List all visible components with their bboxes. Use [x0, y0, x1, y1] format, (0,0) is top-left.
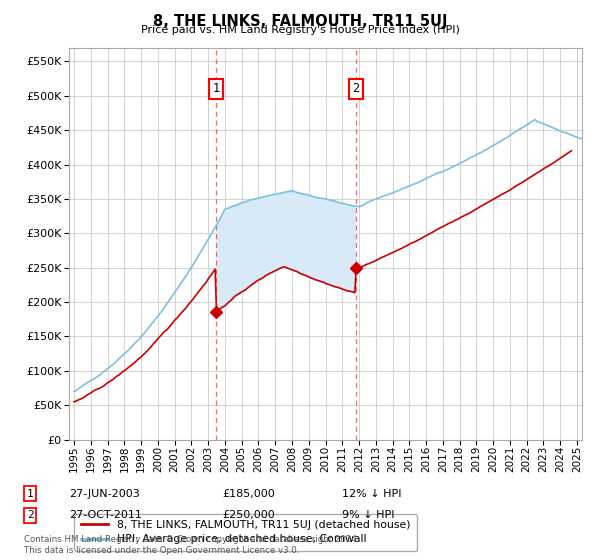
Text: 12% ↓ HPI: 12% ↓ HPI — [342, 489, 401, 499]
Text: 2: 2 — [352, 82, 359, 95]
Text: Contains HM Land Registry data © Crown copyright and database right 2024.
This d: Contains HM Land Registry data © Crown c… — [24, 535, 359, 555]
Text: 1: 1 — [26, 489, 34, 499]
Text: 8, THE LINKS, FALMOUTH, TR11 5UJ: 8, THE LINKS, FALMOUTH, TR11 5UJ — [153, 14, 447, 29]
Text: £250,000: £250,000 — [222, 510, 275, 520]
Text: 9% ↓ HPI: 9% ↓ HPI — [342, 510, 395, 520]
Text: £185,000: £185,000 — [222, 489, 275, 499]
Text: 27-JUN-2003: 27-JUN-2003 — [69, 489, 140, 499]
Text: 2: 2 — [26, 510, 34, 520]
Text: 27-OCT-2011: 27-OCT-2011 — [69, 510, 142, 520]
Text: 1: 1 — [213, 82, 220, 95]
Text: Price paid vs. HM Land Registry's House Price Index (HPI): Price paid vs. HM Land Registry's House … — [140, 25, 460, 35]
Legend: 8, THE LINKS, FALMOUTH, TR11 5UJ (detached house), HPI: Average price, detached : 8, THE LINKS, FALMOUTH, TR11 5UJ (detach… — [74, 514, 416, 551]
